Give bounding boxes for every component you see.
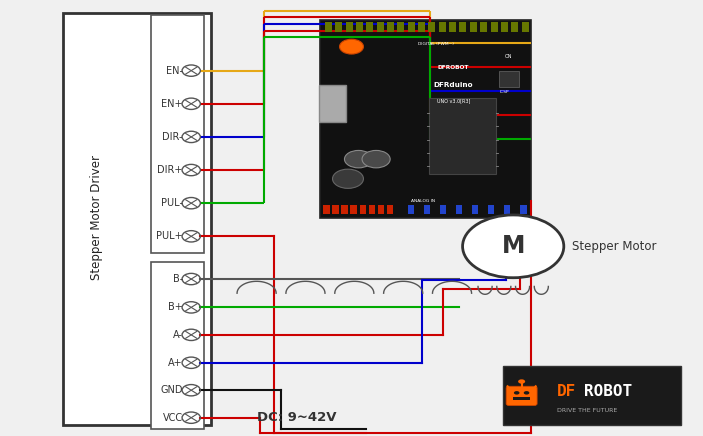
FancyBboxPatch shape (488, 205, 494, 214)
FancyBboxPatch shape (520, 205, 527, 214)
FancyBboxPatch shape (319, 85, 346, 122)
Text: ON: ON (505, 54, 512, 59)
FancyBboxPatch shape (449, 22, 456, 32)
FancyBboxPatch shape (456, 205, 463, 214)
Text: PUL-: PUL- (161, 198, 183, 208)
FancyBboxPatch shape (428, 22, 435, 32)
Circle shape (333, 169, 363, 188)
FancyBboxPatch shape (387, 22, 394, 32)
FancyBboxPatch shape (418, 22, 425, 32)
Text: A-: A- (173, 330, 183, 340)
Text: DIGITAL (PWM~): DIGITAL (PWM~) (418, 41, 454, 46)
Text: ANALOG IN: ANALOG IN (411, 199, 435, 204)
Circle shape (362, 150, 390, 168)
Text: DIR+: DIR+ (157, 165, 183, 175)
Text: DFROBOT: DFROBOT (438, 65, 469, 70)
Text: DC: 9~42V: DC: 9~42V (257, 411, 336, 424)
Text: DFRduino: DFRduino (434, 82, 473, 88)
FancyBboxPatch shape (378, 205, 384, 214)
FancyBboxPatch shape (323, 205, 330, 214)
FancyBboxPatch shape (504, 205, 510, 214)
FancyBboxPatch shape (439, 22, 446, 32)
Text: EN+: EN+ (161, 99, 183, 109)
FancyBboxPatch shape (387, 205, 393, 214)
FancyBboxPatch shape (333, 205, 339, 214)
Circle shape (518, 379, 525, 384)
FancyBboxPatch shape (63, 13, 211, 425)
FancyBboxPatch shape (151, 262, 204, 429)
FancyBboxPatch shape (151, 15, 204, 253)
Text: UNO v3.0[R3]: UNO v3.0[R3] (437, 99, 470, 104)
FancyBboxPatch shape (408, 22, 415, 32)
FancyBboxPatch shape (499, 71, 519, 87)
FancyBboxPatch shape (522, 22, 529, 32)
Text: DF: DF (557, 384, 576, 399)
Text: A+: A+ (168, 358, 183, 368)
Text: Stepper Motor: Stepper Motor (572, 240, 657, 253)
FancyBboxPatch shape (511, 22, 518, 32)
FancyBboxPatch shape (472, 205, 478, 214)
FancyBboxPatch shape (424, 205, 430, 214)
Text: B+: B+ (168, 303, 183, 312)
Text: DRIVE THE FUTURE: DRIVE THE FUTURE (557, 408, 617, 413)
Circle shape (463, 215, 564, 278)
FancyBboxPatch shape (506, 386, 537, 405)
FancyBboxPatch shape (345, 22, 352, 32)
FancyBboxPatch shape (351, 205, 357, 214)
FancyBboxPatch shape (366, 22, 373, 32)
Circle shape (524, 391, 529, 395)
FancyBboxPatch shape (460, 22, 467, 32)
FancyBboxPatch shape (325, 22, 332, 32)
FancyBboxPatch shape (501, 22, 508, 32)
FancyBboxPatch shape (491, 22, 498, 32)
Circle shape (340, 39, 363, 54)
Text: ICSP: ICSP (499, 89, 509, 94)
Text: B-: B- (172, 274, 183, 284)
FancyBboxPatch shape (342, 205, 348, 214)
Circle shape (514, 391, 520, 395)
Circle shape (344, 150, 373, 168)
FancyBboxPatch shape (335, 22, 342, 32)
FancyBboxPatch shape (368, 205, 375, 214)
Text: EN-: EN- (166, 66, 183, 75)
Text: DIR-: DIR- (162, 132, 183, 142)
FancyBboxPatch shape (377, 22, 384, 32)
FancyBboxPatch shape (408, 205, 414, 214)
Text: ROBOT: ROBOT (584, 384, 632, 399)
Text: Stepper Motor Driver: Stepper Motor Driver (90, 156, 103, 280)
FancyBboxPatch shape (513, 397, 530, 400)
FancyBboxPatch shape (397, 22, 404, 32)
FancyBboxPatch shape (440, 205, 446, 214)
FancyBboxPatch shape (503, 366, 681, 425)
FancyBboxPatch shape (356, 22, 363, 32)
FancyBboxPatch shape (470, 22, 477, 32)
Text: M: M (501, 234, 525, 259)
Text: GND: GND (160, 385, 183, 395)
FancyBboxPatch shape (320, 20, 531, 218)
Text: PUL+: PUL+ (156, 232, 183, 241)
FancyBboxPatch shape (359, 205, 366, 214)
FancyBboxPatch shape (480, 22, 487, 32)
Text: VCC: VCC (162, 413, 183, 422)
FancyBboxPatch shape (429, 98, 496, 174)
